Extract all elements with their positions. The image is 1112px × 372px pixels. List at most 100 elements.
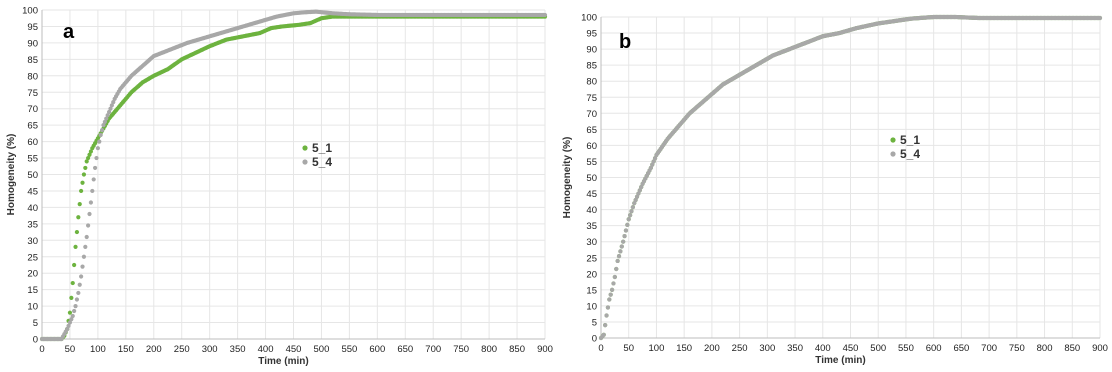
data-point — [628, 213, 633, 218]
data-point — [67, 320, 73, 325]
x-tick-label: 550 — [898, 343, 914, 354]
x-tick-label: 800 — [481, 344, 497, 355]
x-tick-label: 0 — [39, 344, 44, 355]
data-point — [69, 317, 74, 322]
x-tick-label: 850 — [1064, 343, 1080, 354]
legend-label: 5_1 — [312, 141, 332, 155]
y-tick-label: 75 — [586, 93, 597, 104]
x-tick-label: 900 — [1092, 343, 1108, 354]
data-point — [73, 244, 78, 249]
data-point — [648, 165, 653, 170]
x-tick-label: 300 — [202, 344, 218, 355]
data-point — [66, 323, 71, 328]
data-point — [650, 162, 655, 167]
data-point — [625, 222, 630, 227]
data-point — [106, 109, 112, 115]
data-point — [79, 274, 84, 279]
x-tick-label: 450 — [843, 343, 859, 354]
y-tick-label: 5 — [33, 318, 38, 329]
data-point — [87, 211, 92, 217]
data-point — [73, 304, 78, 309]
y-tick-label: 45 — [27, 186, 38, 197]
legend-label: 5_4 — [900, 147, 920, 161]
y-tick-label: 20 — [27, 269, 38, 280]
data-point — [633, 197, 638, 203]
data-point — [74, 229, 80, 235]
legend-marker — [890, 151, 896, 157]
data-point — [77, 282, 82, 287]
data-point — [629, 209, 634, 214]
data-point — [79, 188, 84, 194]
y-tick-label: 5 — [592, 317, 597, 328]
legend-marker — [302, 145, 308, 151]
x-tick-label: 650 — [397, 344, 413, 355]
data-point — [72, 308, 77, 314]
x-tick-label: 350 — [230, 344, 246, 355]
data-point — [109, 103, 114, 108]
y-tick-label: 70 — [586, 109, 597, 120]
series-5-4 — [39, 9, 548, 342]
chart-svg: 0 5 10 15 20 25 30 35 40 45 50 55 60 65 70 75 80 85 90 95 10… — [562, 13, 1108, 367]
y-tick-label: 100 — [22, 6, 38, 17]
legend-label: 5_1 — [900, 133, 920, 147]
x-tick-label: 0 — [598, 343, 603, 354]
data-point — [605, 305, 611, 310]
y-tick-label: 85 — [586, 61, 597, 72]
y-tick-label: 30 — [27, 236, 38, 247]
legend-label: 5_4 — [312, 155, 332, 169]
x-tick-label: 500 — [870, 343, 886, 354]
data-point — [607, 297, 612, 302]
data-point — [652, 156, 658, 161]
data-point — [90, 188, 95, 194]
data-point — [614, 266, 619, 272]
data-point — [87, 152, 92, 157]
y-tick-label: 15 — [27, 285, 38, 296]
y-tick-label: 35 — [27, 219, 38, 230]
x-tick-label: 50 — [623, 343, 634, 354]
data-point — [619, 244, 624, 249]
data-point — [611, 281, 616, 286]
data-point — [95, 146, 100, 151]
y-tick-label: 50 — [27, 170, 38, 181]
y-tick-label: 80 — [586, 77, 597, 88]
x-tick-label: 700 — [425, 344, 441, 355]
y-tick-label: 60 — [27, 137, 38, 148]
y-tick-label: 40 — [586, 205, 597, 216]
data-point — [67, 310, 73, 315]
y-tick-label: 45 — [586, 189, 597, 200]
y-tick-label: 75 — [27, 88, 38, 99]
data-point — [80, 264, 85, 269]
y-tick-label: 95 — [27, 22, 38, 33]
data-point — [97, 139, 102, 144]
data-point — [609, 287, 615, 292]
x-tick-label: 100 — [649, 343, 665, 354]
y-tick-label: 35 — [586, 221, 597, 232]
y-tick-label: 85 — [27, 55, 38, 66]
data-point — [630, 205, 635, 210]
x-tick-label: 50 — [65, 344, 76, 355]
data-point — [70, 313, 75, 319]
data-point — [83, 165, 88, 171]
y-tick-label: 15 — [586, 285, 597, 296]
data-point — [81, 172, 87, 177]
data-point — [77, 202, 82, 207]
panel-letter: b — [619, 31, 631, 53]
y-tick-label: 55 — [586, 157, 597, 168]
data-point — [108, 106, 113, 111]
x-tick-label: 150 — [676, 343, 692, 354]
x-tick-label: 550 — [341, 344, 357, 355]
data-point — [86, 223, 91, 228]
data-point — [601, 332, 606, 337]
x-tick-label: 600 — [926, 343, 942, 354]
chart-panel-a: 0 5 10 15 20 25 30 35 40 45 50 55 60 65 70 75 80 85 90 95 10… — [6, 6, 553, 368]
x-tick-label: 700 — [981, 343, 997, 354]
x-tick-label: 100 — [90, 344, 106, 355]
data-point — [101, 123, 106, 128]
x-tick-label: 400 — [258, 344, 274, 355]
series-5-4 — [598, 14, 1103, 341]
data-point — [621, 239, 626, 244]
data-point — [626, 217, 631, 222]
data-point — [623, 228, 629, 233]
y-axis-title: Homogeneity (%) — [562, 137, 573, 219]
y-tick-label: 25 — [586, 253, 597, 264]
